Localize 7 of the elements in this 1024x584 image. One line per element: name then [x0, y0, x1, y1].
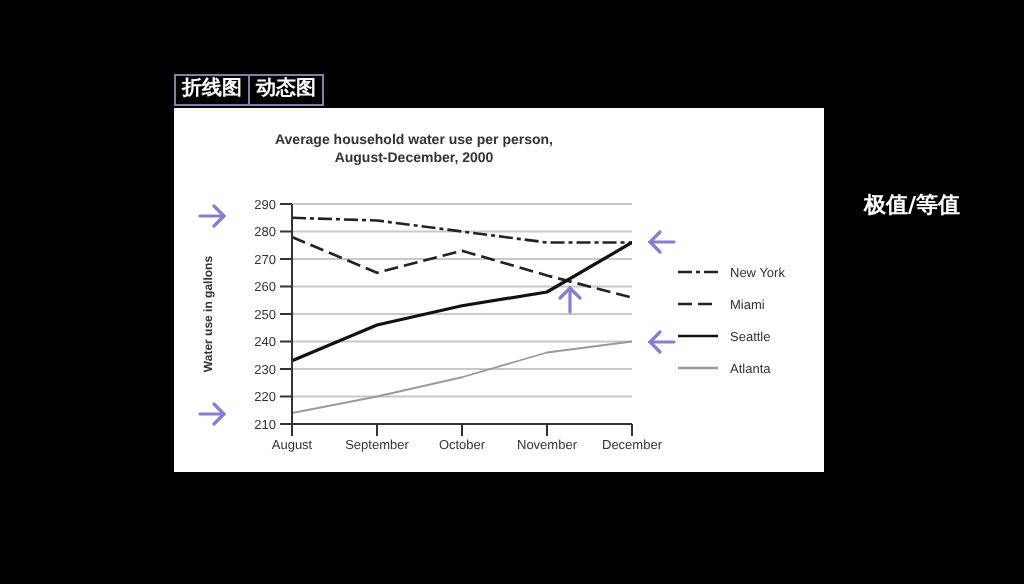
- text: 折线图: [174, 74, 250, 106]
- text: 动态图: [248, 74, 324, 106]
- line-series: [292, 235, 632, 299]
- line-series: [292, 216, 632, 244]
- line-series: [292, 340, 632, 414]
- text: 极值/等值: [864, 190, 961, 220]
- line-series: [292, 240, 632, 363]
